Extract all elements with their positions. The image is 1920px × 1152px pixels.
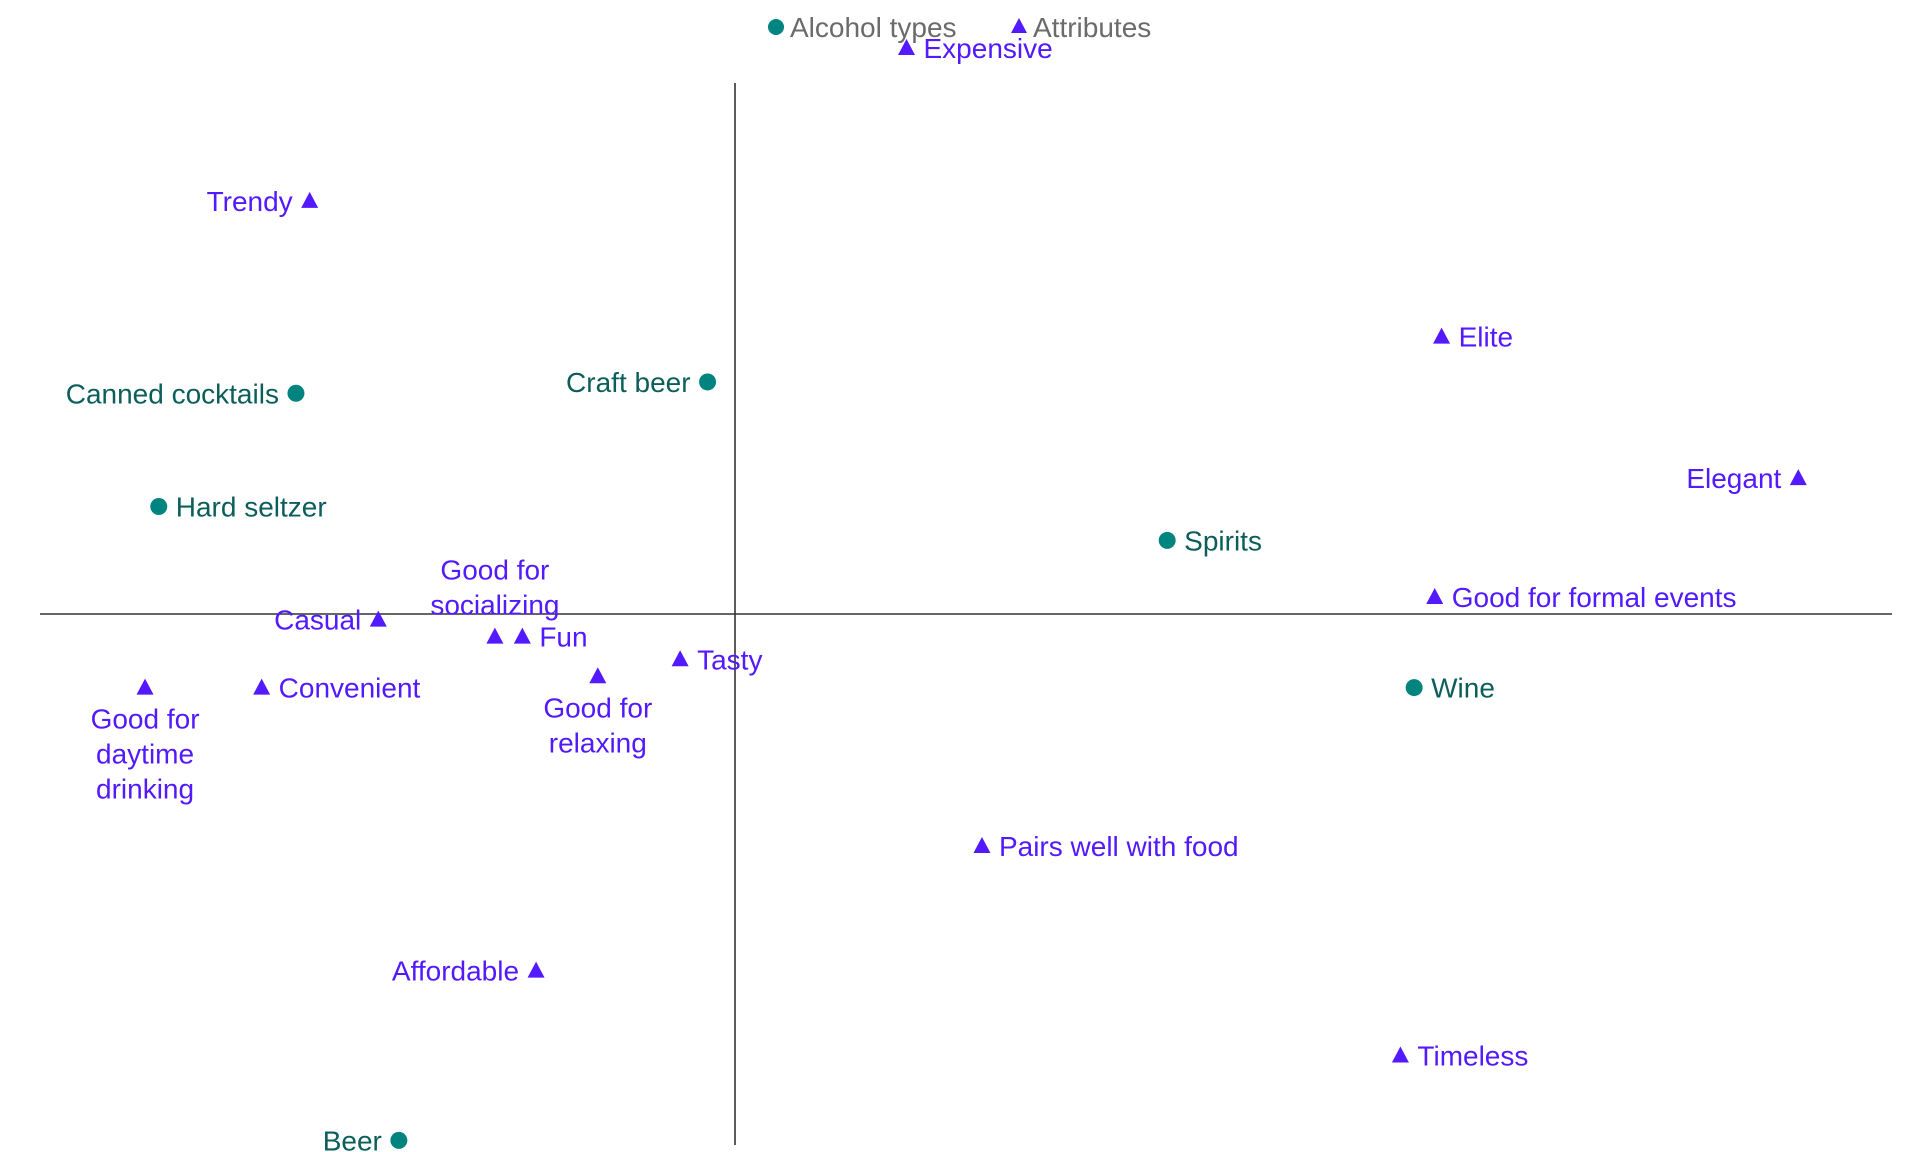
good-for-daytime-drinking-marker bbox=[136, 678, 154, 695]
affordable-label: Affordable bbox=[392, 956, 519, 987]
beer-point bbox=[390, 1131, 408, 1149]
pairs-well-with-food-label: Pairs well with food bbox=[999, 831, 1239, 862]
elite-marker bbox=[1433, 327, 1451, 344]
expensive-marker bbox=[898, 39, 915, 55]
elegant-marker bbox=[1789, 469, 1807, 486]
craft-beer-label: Craft beer bbox=[566, 367, 691, 398]
good-for-formal-events-marker bbox=[1426, 588, 1444, 605]
elite-label: Elite bbox=[1459, 322, 1513, 353]
wine-point bbox=[1405, 679, 1423, 697]
fun-label: Fun bbox=[539, 622, 587, 653]
legend-alcohol-label: Alcohol types bbox=[790, 12, 957, 43]
hard-seltzer-label: Hard seltzer bbox=[176, 491, 327, 522]
canned-cocktails-point bbox=[287, 384, 305, 402]
trendy-label: Trendy bbox=[207, 186, 293, 217]
timeless-marker bbox=[1391, 1046, 1409, 1063]
spirits-point bbox=[1158, 531, 1176, 549]
elegant-label: Elegant bbox=[1686, 463, 1781, 494]
legend: Alcohol types Attributes bbox=[768, 12, 1151, 43]
timeless-label: Timeless bbox=[1417, 1040, 1528, 1071]
wine-label: Wine bbox=[1431, 673, 1495, 704]
data-points: Canned cocktails Hard seltzer Craft beer Sp… bbox=[66, 33, 1807, 1152]
convenient-label: Convenient bbox=[279, 673, 421, 704]
good-for-relaxing-marker bbox=[589, 667, 607, 684]
fun-marker bbox=[513, 627, 531, 644]
good-for-relaxing-label: Good for relaxing bbox=[543, 692, 652, 758]
legend-attribute-label: Attributes bbox=[1033, 12, 1151, 43]
legend-attribute-marker bbox=[1011, 18, 1027, 33]
good-for-socializing-label: Good for socializing bbox=[430, 555, 559, 621]
spirits-label: Spirits bbox=[1184, 525, 1262, 556]
good-for-socializing-marker bbox=[486, 627, 504, 644]
axes bbox=[40, 83, 1892, 1145]
convenient-marker bbox=[253, 678, 271, 695]
legend-alcohol-marker bbox=[768, 19, 784, 35]
affordable-marker bbox=[527, 961, 545, 978]
craft-beer-point bbox=[699, 373, 717, 391]
canned-cocktails-label: Canned cocktails bbox=[66, 378, 279, 409]
casual-label: Casual bbox=[274, 605, 361, 636]
good-for-formal-events-label: Good for formal events bbox=[1452, 582, 1737, 613]
tasty-marker bbox=[671, 650, 689, 667]
trendy-marker bbox=[301, 191, 319, 208]
hard-seltzer-point bbox=[150, 497, 168, 515]
tasty-label: Tasty bbox=[697, 644, 762, 675]
expensive-label: Expensive bbox=[924, 33, 1053, 64]
casual-marker bbox=[369, 610, 387, 627]
beer-label: Beer bbox=[323, 1125, 382, 1152]
pairs-well-with-food-marker bbox=[973, 837, 991, 854]
good-for-daytime-drinking-label: Good for daytime drinking bbox=[91, 704, 200, 805]
